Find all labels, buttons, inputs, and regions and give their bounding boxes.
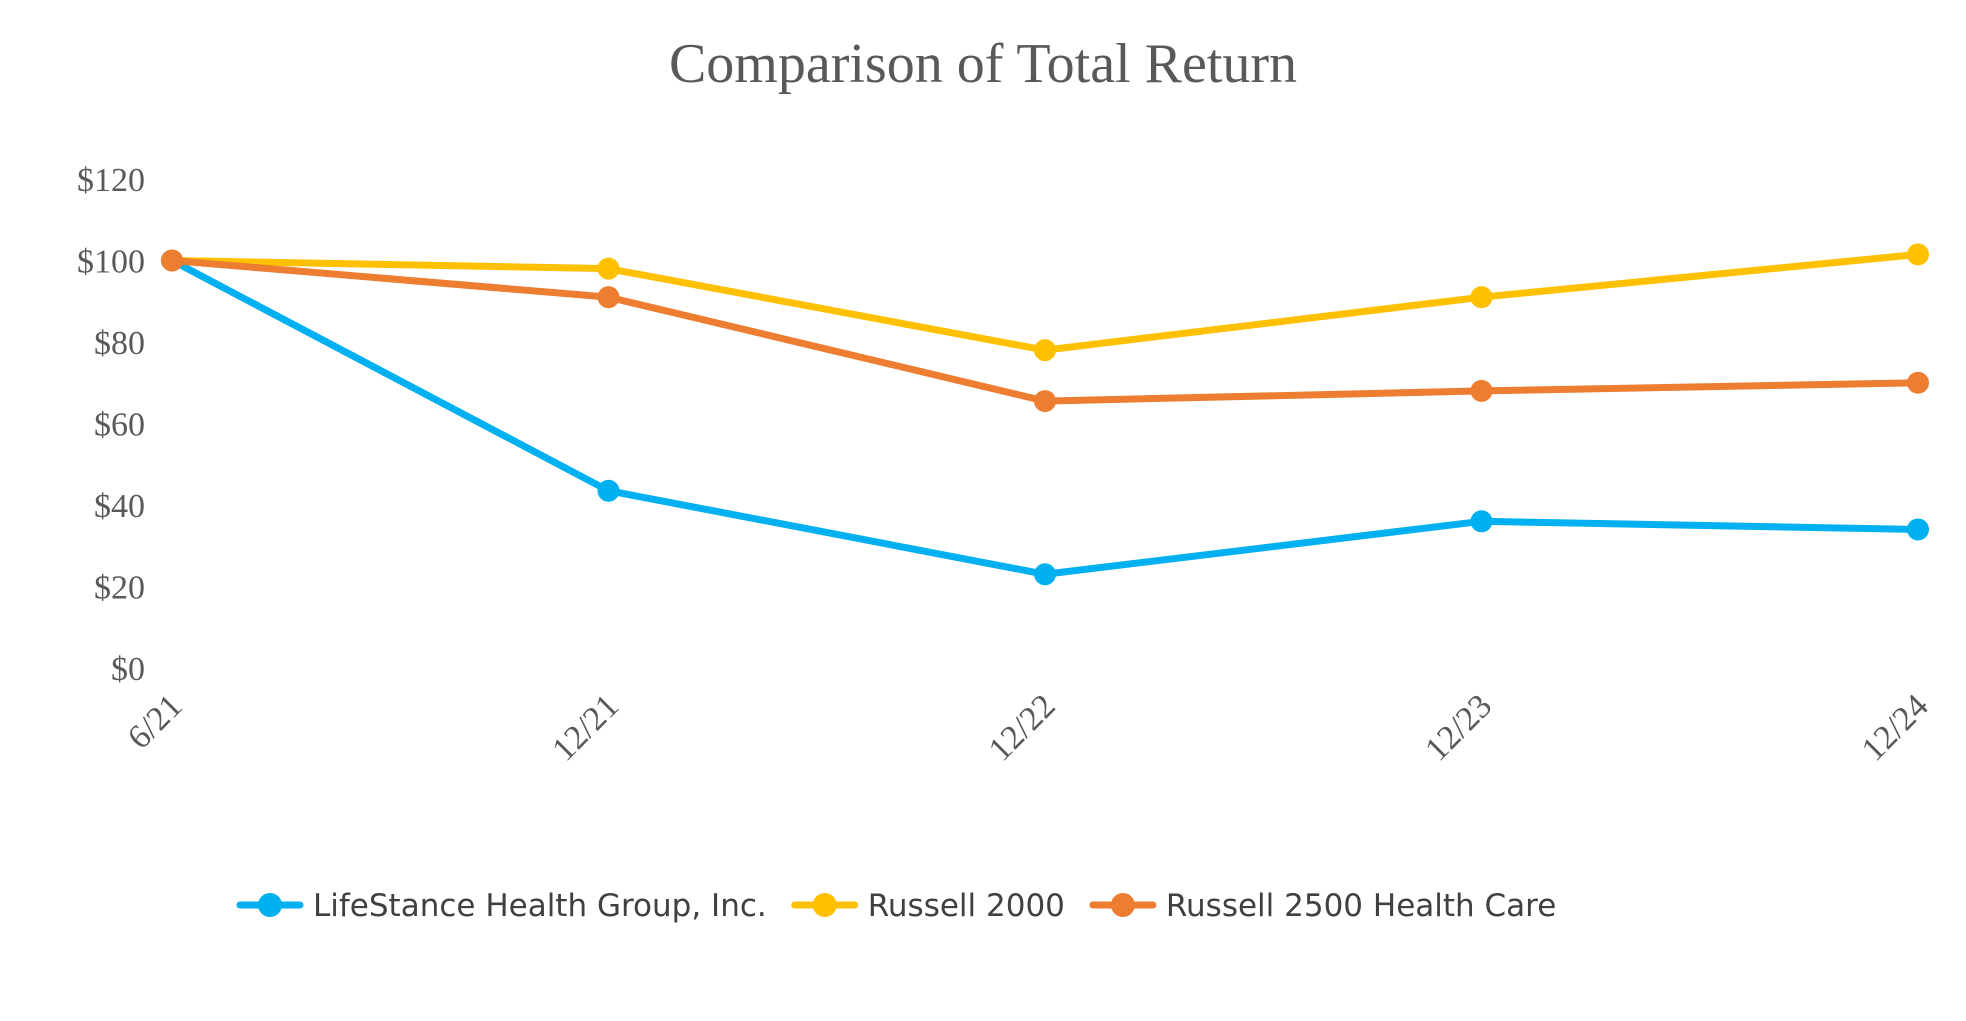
data-point [1034, 563, 1056, 586]
chart-title: Comparison of Total Return [669, 33, 1297, 95]
series-line [168, 257, 1922, 578]
legend-item: Russell 2000 [791, 888, 1065, 924]
series-2 [161, 243, 1929, 362]
y-tick-label: $100 [77, 244, 145, 281]
y-tick-label: $60 [94, 407, 145, 444]
legend-marker [1110, 893, 1135, 917]
y-axis: $0 $20 $40 $60 $80 $100 $120 [77, 162, 145, 688]
series-line [168, 250, 1922, 354]
series-layer [161, 243, 1929, 586]
data-point [597, 286, 620, 309]
legend: LifeStance Health Group, Inc. Russell 200… [236, 888, 1556, 924]
data-point [1470, 379, 1493, 402]
data-point [1470, 286, 1493, 309]
x-tick-label: 12/22 [982, 687, 1063, 768]
y-tick-label: $40 [94, 488, 145, 525]
legend-marker [258, 893, 282, 917]
legend-label: Russell 2000 [868, 888, 1065, 924]
data-point [1034, 339, 1056, 362]
y-tick-label: $0 [111, 651, 145, 688]
y-tick-label: $120 [77, 162, 145, 199]
legend-item: Russell 2500 Health Care [1089, 888, 1556, 924]
legend-marker [812, 893, 837, 917]
series-1 [161, 249, 1929, 586]
legend-item: LifeStance Health Group, Inc. [236, 888, 767, 924]
data-point [1907, 371, 1929, 394]
x-axis: 6/21 12/21 12/22 12/23 12/24 [121, 687, 1936, 768]
data-point [1034, 390, 1056, 413]
legend-label: LifeStance Health Group, Inc. [313, 888, 767, 924]
data-point [1907, 243, 1929, 266]
data-point [597, 479, 620, 502]
y-tick-label: $80 [94, 325, 145, 362]
legend-label: Russell 2500 Health Care [1166, 888, 1556, 924]
y-tick-label: $20 [94, 570, 145, 607]
data-point [1470, 510, 1493, 533]
x-tick-label: 12/24 [1855, 687, 1936, 768]
data-point [1907, 518, 1929, 541]
x-tick-label: 12/23 [1418, 687, 1499, 768]
data-point [161, 249, 183, 272]
series-3 [161, 249, 1929, 413]
data-point [597, 257, 620, 280]
x-tick-label: 12/21 [545, 687, 626, 768]
x-tick-label: 6/21 [121, 687, 190, 756]
